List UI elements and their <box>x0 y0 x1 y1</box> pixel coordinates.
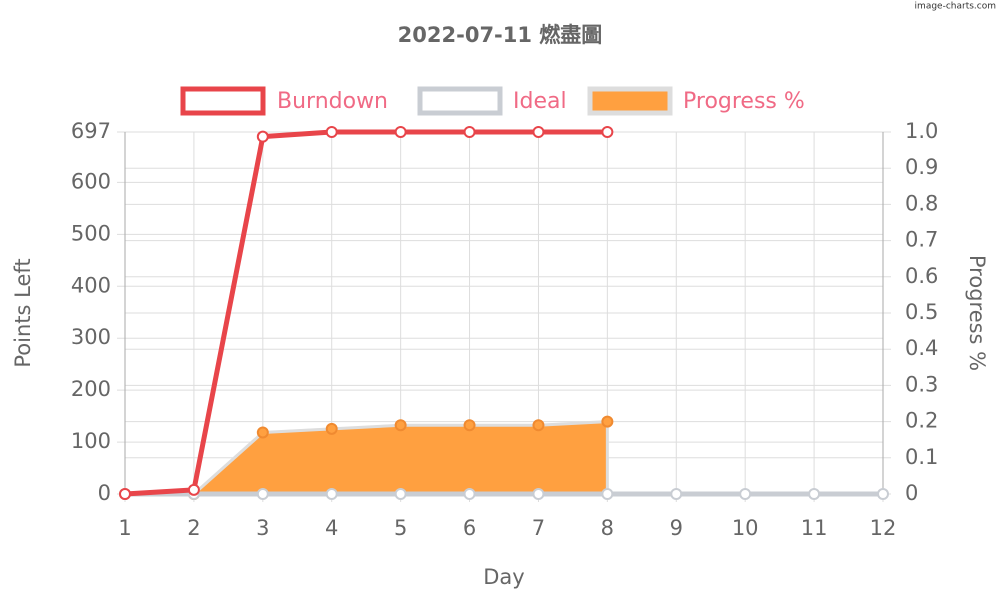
point <box>463 126 476 138</box>
x-tick-label: 4 <box>325 516 338 540</box>
x-tick-label: 10 <box>732 516 759 540</box>
y-tick-label: 600 <box>71 169 111 193</box>
point <box>601 126 614 138</box>
point <box>532 126 545 138</box>
point <box>532 488 545 500</box>
x-tick-label: 5 <box>394 516 407 540</box>
legend-label: Progress % <box>683 89 805 114</box>
y-tick-label: 697 <box>71 119 111 143</box>
point <box>739 488 752 500</box>
point <box>877 488 889 500</box>
point <box>256 426 269 439</box>
point <box>601 488 614 500</box>
point <box>394 419 407 432</box>
series-line <box>124 129 608 497</box>
point <box>256 488 269 500</box>
point <box>463 419 476 432</box>
point <box>394 126 407 138</box>
y2-tick-label: 0.4 <box>905 336 938 360</box>
point <box>325 488 338 500</box>
point <box>119 488 131 500</box>
x-axis-label: Day <box>483 565 524 589</box>
x-tick-label: 3 <box>256 516 269 540</box>
x-tick-label: 9 <box>670 516 683 540</box>
y2-tick-label: 0.2 <box>905 409 938 433</box>
point <box>256 130 269 143</box>
x-tick-label: 12 <box>870 516 897 540</box>
y-axis-label: Points Left <box>11 258 35 367</box>
point <box>808 488 821 500</box>
y-tick-label: 0 <box>98 481 111 505</box>
y2-tick-label: 0.6 <box>905 264 938 288</box>
point <box>463 488 476 500</box>
y-tick-label: 100 <box>71 429 111 453</box>
x-tick-label: 6 <box>463 516 476 540</box>
y2-tick-label: 1.0 <box>905 119 938 143</box>
legend-swatch <box>587 86 673 116</box>
y2-tick-label: 0.5 <box>905 300 938 324</box>
point <box>325 422 338 435</box>
y2-axis-label: Progress % <box>965 255 989 371</box>
x-tick-label: 2 <box>187 516 200 540</box>
x-tick-label: 7 <box>532 516 545 540</box>
point <box>670 488 683 500</box>
progress-area <box>125 420 609 496</box>
legend-label: Ideal <box>513 89 567 114</box>
y2-tick-label: 0.9 <box>905 155 938 179</box>
y-tick-label: 300 <box>71 325 111 349</box>
y2-tick-label: 0.1 <box>905 445 938 469</box>
legend-label: Burndown <box>277 89 388 114</box>
y2-tick-label: 0.8 <box>905 191 938 215</box>
y2-tick-label: 0.7 <box>905 228 938 252</box>
y2-tick-label: 0.3 <box>905 372 938 396</box>
point <box>325 126 338 138</box>
x-tick-label: 11 <box>801 516 828 540</box>
point <box>394 488 407 500</box>
x-tick-label: 8 <box>601 516 614 540</box>
point <box>532 419 545 432</box>
y-tick-label: 400 <box>71 273 111 297</box>
y-tick-label: 500 <box>71 221 111 245</box>
legend-swatch <box>417 86 503 116</box>
x-tick-label: 1 <box>118 516 131 540</box>
point <box>187 483 200 496</box>
point <box>601 415 614 428</box>
y-tick-label: 200 <box>71 377 111 401</box>
chart-title: 2022-07-11 燃盡圖 <box>398 23 603 47</box>
watermark: image-charts.com <box>915 2 996 12</box>
y2-tick-label: 0 <box>905 481 918 505</box>
legend-swatch <box>180 86 266 116</box>
